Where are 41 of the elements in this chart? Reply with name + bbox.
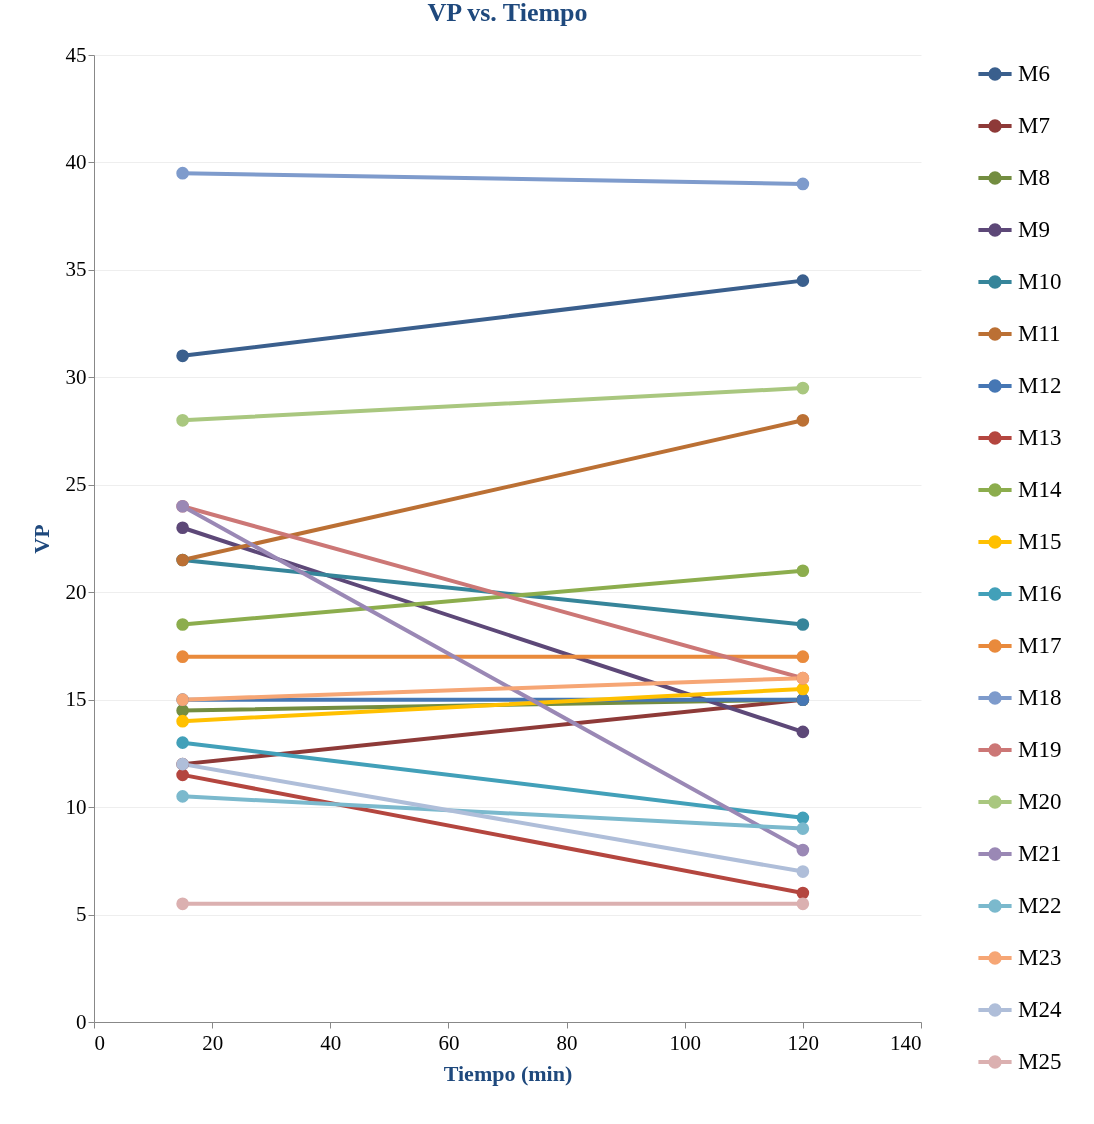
y-axis-title: VP: [28, 524, 54, 554]
legend-label: M23: [1018, 945, 1062, 970]
y-tick-label: 40: [65, 149, 87, 174]
legend-label: M7: [1018, 113, 1050, 138]
x-tick-label: 80: [556, 1030, 578, 1055]
y-tick-label: 5: [76, 902, 87, 927]
x-tick-label: 0: [94, 1030, 105, 1055]
y-tick-label: 20: [65, 579, 87, 604]
legend-label: M24: [1018, 997, 1062, 1022]
y-tick-label: 0: [76, 1009, 87, 1034]
legend-label: M12: [1018, 373, 1062, 398]
x-tick-label: 120: [787, 1030, 820, 1055]
y-tick-label: 45: [65, 42, 87, 67]
legend-label: M20: [1018, 789, 1062, 814]
legend-label: M10: [1018, 269, 1062, 294]
legend-label: M15: [1018, 529, 1062, 554]
legend-label: M17: [1018, 633, 1062, 658]
y-tick-label: 35: [65, 257, 87, 282]
x-tick-label: 100: [669, 1030, 701, 1055]
y-tick-label: 25: [65, 472, 87, 497]
x-tick-label: 140: [890, 1030, 922, 1055]
x-tick-label: 40: [320, 1030, 342, 1055]
legend-label: M9: [1018, 217, 1050, 242]
legend-label: M21: [1018, 841, 1062, 866]
legend-label: M8: [1018, 165, 1050, 190]
legend-label: M14: [1018, 477, 1062, 502]
x-axis-title: Tiempo (min): [443, 1060, 573, 1086]
y-tick-label: 15: [65, 687, 87, 712]
x-tick-label: 60: [438, 1030, 460, 1055]
y-tick-label: 30: [65, 364, 87, 389]
legend-label: M16: [1018, 581, 1062, 606]
y-tick-label: 10: [65, 794, 87, 819]
legend-label: M11: [1018, 321, 1061, 346]
chart-title: VP vs. Tiempo: [427, 0, 588, 27]
legend-label: M25: [1018, 1049, 1062, 1074]
legend-label: M18: [1018, 685, 1062, 710]
legend-label: M6: [1018, 61, 1050, 86]
x-tick-label: 20: [202, 1030, 224, 1055]
legend-label: M22: [1018, 893, 1062, 918]
legend-label: M19: [1018, 737, 1062, 762]
legend-label: M13: [1018, 425, 1062, 450]
